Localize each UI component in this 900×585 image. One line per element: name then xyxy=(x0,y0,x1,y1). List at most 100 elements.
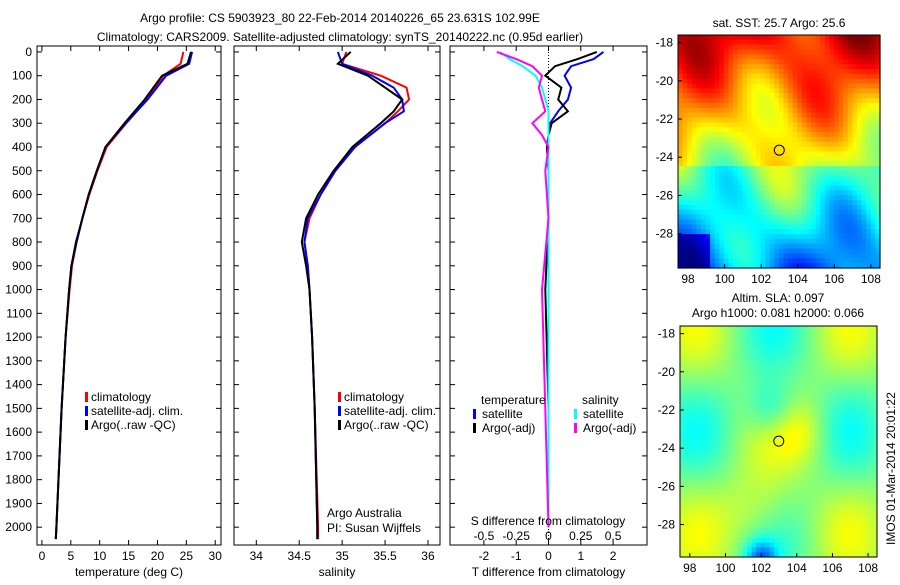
map-cell xyxy=(760,513,766,520)
map-cell xyxy=(783,127,789,133)
map-cell xyxy=(811,180,817,187)
map-cell xyxy=(792,263,798,269)
map-cell xyxy=(724,427,730,433)
map-cell xyxy=(728,64,734,70)
map-cell xyxy=(791,417,798,423)
map-cell xyxy=(687,238,693,245)
map-cell xyxy=(838,136,844,143)
map-cell xyxy=(688,374,695,380)
map-cell xyxy=(715,383,721,390)
map-cell xyxy=(728,204,734,211)
legend-label: Argo(..raw -QC) xyxy=(344,418,429,432)
map-cell xyxy=(811,253,817,259)
map-cell xyxy=(711,508,717,515)
map-cell xyxy=(845,427,851,433)
map-cell xyxy=(800,431,806,438)
map-cell xyxy=(751,460,757,467)
map-cell xyxy=(854,552,860,558)
y-tick-label: 400 xyxy=(12,140,32,154)
map-cell xyxy=(852,243,858,250)
map-cell xyxy=(797,93,803,99)
map-cell xyxy=(870,44,877,51)
map-cell xyxy=(742,88,748,94)
map-cell xyxy=(691,73,697,80)
map-cell xyxy=(760,528,766,534)
map-cell xyxy=(696,112,702,119)
map-cell xyxy=(751,64,757,70)
map-cell xyxy=(705,54,711,60)
map-cell xyxy=(680,383,686,390)
map-cell xyxy=(787,499,793,505)
map-cell xyxy=(814,446,820,452)
map-cell xyxy=(733,403,739,409)
map-cell xyxy=(742,484,748,491)
map-cell xyxy=(747,504,753,510)
map-cell xyxy=(868,523,874,529)
map-cell xyxy=(823,436,829,443)
map-cell xyxy=(715,532,721,539)
map-cell xyxy=(751,93,757,99)
map-cell xyxy=(724,431,730,438)
map-cell xyxy=(680,499,686,505)
map-cell xyxy=(788,107,794,114)
map-cell xyxy=(756,258,762,264)
map-cell xyxy=(733,335,739,342)
map-cell xyxy=(746,195,753,201)
map-cell xyxy=(841,335,847,342)
map-cell xyxy=(783,141,789,148)
x-tick-label: 2 xyxy=(610,549,617,563)
map-cell xyxy=(751,229,757,235)
map-cell xyxy=(818,552,824,558)
map-cell xyxy=(814,403,820,409)
map-cell xyxy=(818,499,824,505)
map-cell xyxy=(687,73,693,80)
map-cell xyxy=(737,263,743,269)
map-cell xyxy=(832,436,838,443)
map-cell xyxy=(693,552,699,558)
map-cell xyxy=(850,431,856,438)
map-cell xyxy=(863,470,869,476)
map-cell xyxy=(747,345,753,351)
map-cell xyxy=(841,499,847,505)
map-cell xyxy=(682,64,688,70)
map-cell xyxy=(724,513,730,520)
map-cell xyxy=(697,374,703,380)
map-cell xyxy=(843,263,849,269)
map-cell xyxy=(875,151,881,157)
map-cell xyxy=(809,393,815,399)
map-cell xyxy=(733,204,739,211)
map-cell xyxy=(801,170,808,177)
map-cell xyxy=(733,78,739,85)
map-cell xyxy=(861,146,867,153)
map-cell xyxy=(820,219,826,225)
map-cell xyxy=(823,431,829,438)
map-cell xyxy=(680,446,686,452)
map-cell xyxy=(791,523,798,529)
map-cell xyxy=(774,436,780,443)
map-cell xyxy=(827,345,833,351)
map-cell xyxy=(688,455,695,462)
map-cell xyxy=(796,460,802,467)
map-cell xyxy=(841,388,847,394)
map-cell xyxy=(866,185,872,191)
map-cell xyxy=(800,470,806,476)
map-cell xyxy=(820,44,826,51)
map-cell xyxy=(861,54,867,60)
map-cell xyxy=(765,412,771,419)
map-cell xyxy=(724,354,730,361)
map-cell xyxy=(733,455,739,462)
map-cell xyxy=(678,175,684,182)
map-cell xyxy=(702,484,708,491)
map-cell xyxy=(680,532,686,539)
map-cell xyxy=(715,508,721,515)
map-cell xyxy=(863,388,869,394)
map-cell xyxy=(760,200,766,206)
map-cell xyxy=(696,229,702,235)
map-cell xyxy=(756,98,762,104)
map-cell xyxy=(728,195,734,201)
map-cell xyxy=(818,532,824,539)
map-cell xyxy=(841,364,847,370)
map-cell xyxy=(806,214,812,221)
map-cell xyxy=(746,151,753,157)
map-cell xyxy=(870,200,877,206)
